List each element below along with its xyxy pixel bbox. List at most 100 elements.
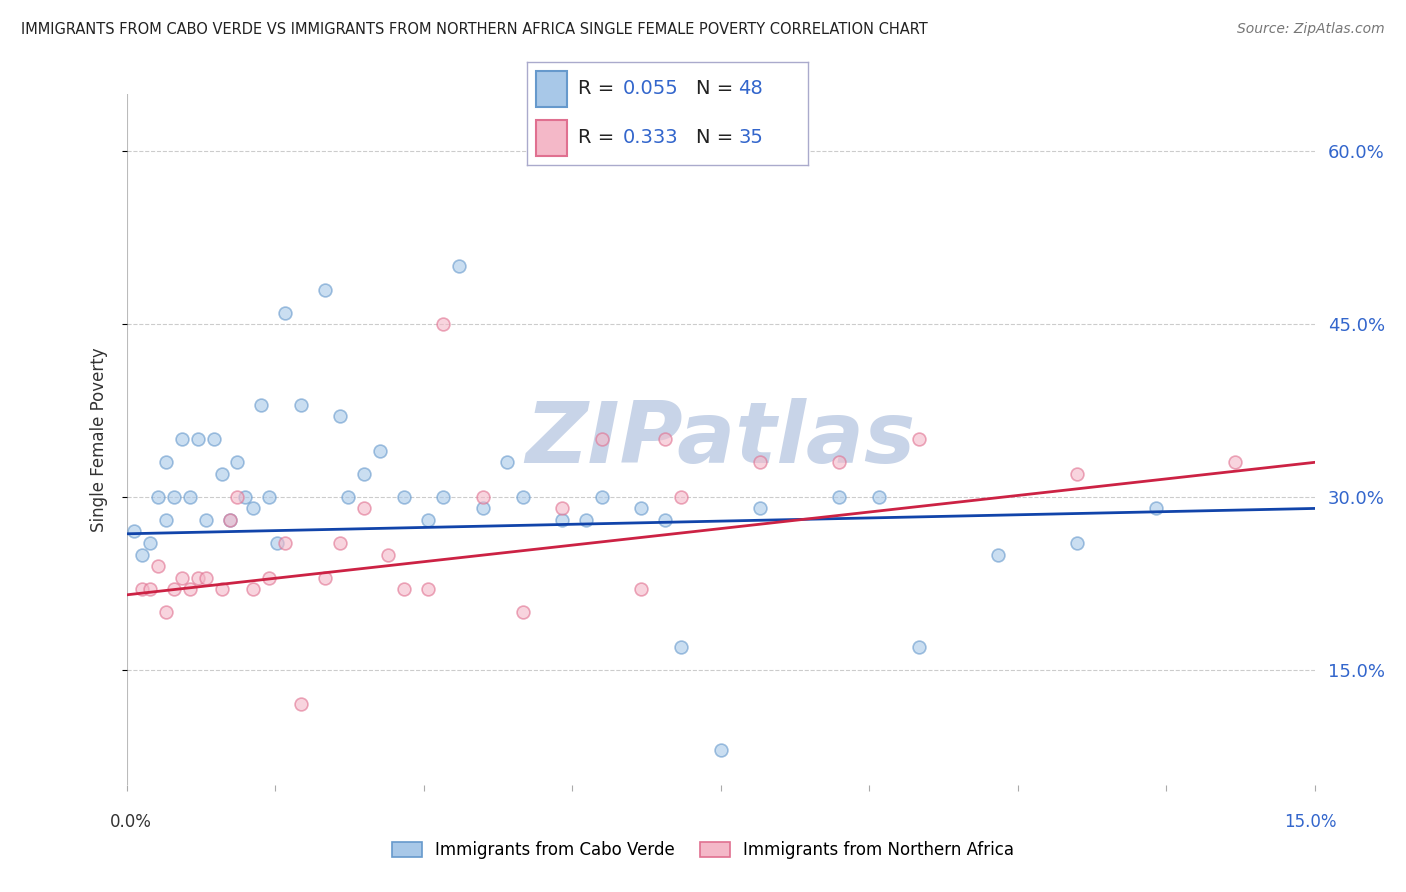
Point bbox=[551, 513, 574, 527]
Point bbox=[329, 536, 352, 550]
Point bbox=[709, 743, 731, 757]
Point bbox=[353, 501, 375, 516]
Text: N =: N = bbox=[696, 79, 740, 98]
Point bbox=[148, 490, 170, 504]
Point bbox=[669, 490, 692, 504]
Point bbox=[170, 571, 193, 585]
Point bbox=[155, 605, 177, 619]
Point bbox=[654, 433, 676, 447]
Point bbox=[218, 513, 240, 527]
Point bbox=[218, 513, 240, 527]
Point bbox=[907, 433, 929, 447]
Point bbox=[194, 513, 217, 527]
Text: Source: ZipAtlas.com: Source: ZipAtlas.com bbox=[1237, 22, 1385, 37]
Point bbox=[512, 605, 534, 619]
Point bbox=[226, 455, 249, 469]
Point bbox=[353, 467, 375, 481]
Point bbox=[392, 490, 415, 504]
Point bbox=[139, 582, 162, 596]
Point bbox=[828, 490, 851, 504]
Point bbox=[987, 548, 1010, 562]
Text: 0.0%: 0.0% bbox=[110, 813, 152, 830]
Text: R =: R = bbox=[578, 79, 620, 98]
Text: 15.0%: 15.0% bbox=[1284, 813, 1337, 830]
Text: 0.055: 0.055 bbox=[623, 79, 679, 98]
Text: IMMIGRANTS FROM CABO VERDE VS IMMIGRANTS FROM NORTHERN AFRICA SINGLE FEMALE POVE: IMMIGRANTS FROM CABO VERDE VS IMMIGRANTS… bbox=[21, 22, 928, 37]
Point bbox=[179, 490, 201, 504]
Point bbox=[749, 455, 772, 469]
Text: 0.333: 0.333 bbox=[623, 128, 679, 147]
Point bbox=[257, 571, 280, 585]
Point bbox=[630, 501, 652, 516]
Point bbox=[233, 490, 256, 504]
Point bbox=[226, 490, 249, 504]
FancyBboxPatch shape bbox=[536, 120, 567, 156]
Point bbox=[274, 536, 297, 550]
Point bbox=[131, 548, 153, 562]
Point bbox=[163, 582, 186, 596]
Point bbox=[472, 490, 495, 504]
Text: ZIPatlas: ZIPatlas bbox=[526, 398, 915, 481]
Point bbox=[242, 501, 264, 516]
FancyBboxPatch shape bbox=[536, 70, 567, 106]
Point bbox=[591, 490, 613, 504]
Legend: Immigrants from Cabo Verde, Immigrants from Northern Africa: Immigrants from Cabo Verde, Immigrants f… bbox=[387, 836, 1019, 864]
Point bbox=[211, 467, 233, 481]
Point bbox=[368, 443, 391, 458]
Point bbox=[449, 260, 471, 274]
Point bbox=[591, 433, 613, 447]
Point bbox=[124, 524, 146, 539]
Point bbox=[314, 283, 336, 297]
Point bbox=[1225, 455, 1247, 469]
Point bbox=[170, 433, 193, 447]
Point bbox=[416, 513, 439, 527]
Point bbox=[512, 490, 534, 504]
Point bbox=[274, 305, 297, 319]
Point bbox=[131, 582, 153, 596]
Point bbox=[1144, 501, 1167, 516]
Point bbox=[155, 455, 177, 469]
Point bbox=[392, 582, 415, 596]
Point bbox=[163, 490, 186, 504]
Text: R =: R = bbox=[578, 128, 620, 147]
Y-axis label: Single Female Poverty: Single Female Poverty bbox=[90, 347, 108, 532]
Point bbox=[329, 409, 352, 424]
Point bbox=[868, 490, 890, 504]
Point bbox=[187, 571, 209, 585]
Point bbox=[377, 548, 399, 562]
Point bbox=[242, 582, 264, 596]
Point bbox=[432, 317, 454, 331]
Point bbox=[187, 433, 209, 447]
Point bbox=[1066, 536, 1088, 550]
Point bbox=[194, 571, 217, 585]
Point bbox=[654, 513, 676, 527]
Point bbox=[495, 455, 517, 469]
Point bbox=[669, 640, 692, 654]
Point bbox=[907, 640, 929, 654]
Point bbox=[749, 501, 772, 516]
Point bbox=[416, 582, 439, 596]
Point bbox=[828, 455, 851, 469]
Point bbox=[202, 433, 225, 447]
Text: 35: 35 bbox=[738, 128, 763, 147]
Point bbox=[1066, 467, 1088, 481]
Text: N =: N = bbox=[696, 128, 740, 147]
Point bbox=[314, 571, 336, 585]
Point bbox=[575, 513, 598, 527]
Point bbox=[155, 513, 177, 527]
Point bbox=[472, 501, 495, 516]
Point bbox=[432, 490, 454, 504]
Point bbox=[148, 559, 170, 574]
Point bbox=[179, 582, 201, 596]
Point bbox=[290, 398, 312, 412]
Point bbox=[211, 582, 233, 596]
Text: 48: 48 bbox=[738, 79, 763, 98]
Point bbox=[551, 501, 574, 516]
Point bbox=[630, 582, 652, 596]
Point bbox=[290, 698, 312, 712]
Point bbox=[257, 490, 280, 504]
Point bbox=[139, 536, 162, 550]
Point bbox=[266, 536, 288, 550]
Point bbox=[337, 490, 360, 504]
Point bbox=[250, 398, 273, 412]
